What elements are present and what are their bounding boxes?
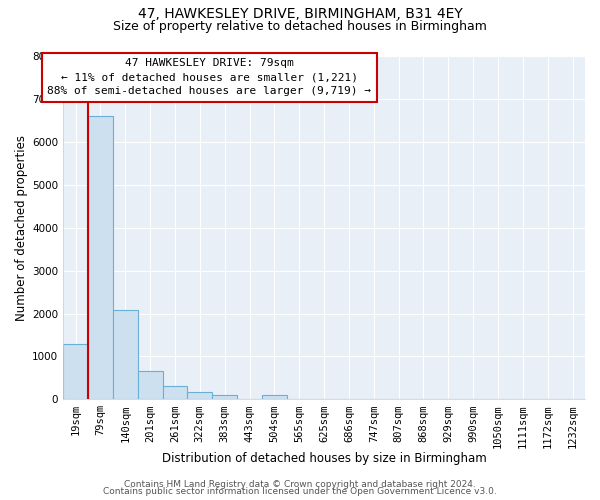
X-axis label: Distribution of detached houses by size in Birmingham: Distribution of detached houses by size … (162, 452, 487, 465)
Bar (138, 372, 163, 399)
Bar (113, 310, 138, 399)
Y-axis label: Number of detached properties: Number of detached properties (15, 135, 28, 321)
Bar (63, 344, 88, 399)
Bar (163, 386, 187, 399)
Bar (88, 116, 113, 399)
Bar (187, 392, 212, 399)
Bar (212, 395, 237, 399)
Text: Contains public sector information licensed under the Open Government Licence v3: Contains public sector information licen… (103, 487, 497, 496)
Text: Size of property relative to detached houses in Birmingham: Size of property relative to detached ho… (113, 20, 487, 33)
Text: 47, HAWKESLEY DRIVE, BIRMINGHAM, B31 4EY: 47, HAWKESLEY DRIVE, BIRMINGHAM, B31 4EY (137, 8, 463, 22)
Text: Contains HM Land Registry data © Crown copyright and database right 2024.: Contains HM Land Registry data © Crown c… (124, 480, 476, 489)
Bar (262, 395, 287, 399)
Text: 47 HAWKESLEY DRIVE: 79sqm
← 11% of detached houses are smaller (1,221)
88% of se: 47 HAWKESLEY DRIVE: 79sqm ← 11% of detac… (47, 58, 371, 96)
